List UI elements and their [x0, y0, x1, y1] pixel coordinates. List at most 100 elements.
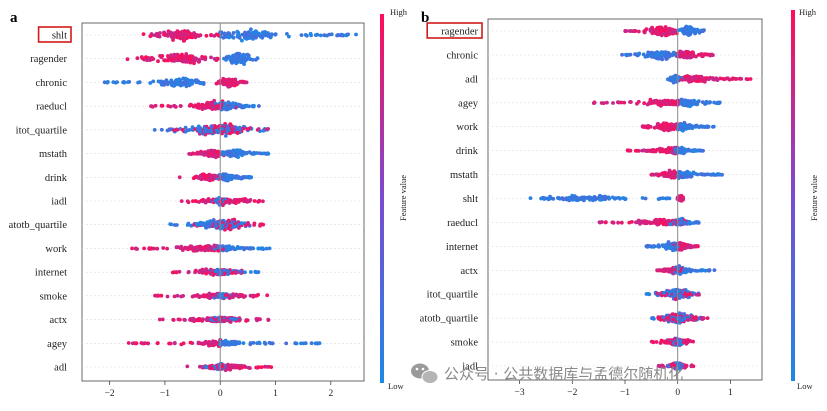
- shap-point: [616, 100, 620, 104]
- shap-point: [156, 33, 160, 37]
- shap-point: [749, 77, 753, 81]
- shap-point: [111, 80, 115, 84]
- shap-point: [253, 222, 257, 226]
- shap-point: [708, 100, 712, 104]
- shap-point: [242, 127, 246, 131]
- x-tick-label: 1: [273, 389, 278, 399]
- shap-point: [191, 125, 195, 129]
- shap-point: [592, 101, 596, 105]
- feature-label-chronic: chronic: [36, 78, 68, 89]
- shap-point: [167, 342, 171, 346]
- shap-point: [175, 245, 179, 249]
- shap-point: [197, 59, 201, 63]
- shap-point: [152, 247, 156, 251]
- feature-label-drink: drink: [456, 146, 479, 157]
- panel-a-plot: shltragenderchronicraeduclitot_quartilem…: [9, 23, 364, 399]
- shap-point: [212, 341, 216, 345]
- shap-point: [196, 151, 200, 155]
- shap-point: [172, 318, 176, 322]
- shap-point: [339, 33, 343, 37]
- shap-point: [175, 223, 179, 227]
- shap-point: [713, 78, 717, 82]
- shap-point: [184, 130, 188, 134]
- shap-point: [330, 32, 334, 36]
- shap-point: [663, 126, 667, 130]
- shap-point: [239, 152, 243, 156]
- shap-point: [260, 223, 264, 227]
- shap-point: [150, 104, 154, 108]
- shap-point: [237, 294, 241, 298]
- x-tick-label: 0: [218, 389, 223, 399]
- shap-point: [214, 318, 218, 322]
- feature-label-mstath: mstath: [450, 170, 479, 181]
- shap-point: [258, 317, 262, 321]
- swarm-raeducl: [149, 99, 261, 112]
- shap-point: [142, 247, 146, 251]
- shap-point: [197, 105, 201, 109]
- shap-point: [642, 101, 646, 105]
- shap-point: [238, 270, 242, 274]
- shap-point: [319, 34, 323, 38]
- swarm-work: [130, 244, 271, 253]
- shap-point: [234, 57, 238, 61]
- shap-point: [229, 150, 233, 154]
- shap-point: [628, 53, 632, 57]
- shap-point: [126, 80, 130, 84]
- shap-point: [235, 174, 239, 178]
- shap-point: [216, 57, 220, 61]
- shap-point: [655, 53, 659, 57]
- shap-point: [134, 341, 138, 345]
- shap-point: [242, 59, 246, 63]
- shap-point: [185, 33, 189, 37]
- shap-point: [724, 77, 728, 81]
- shap-point: [161, 81, 165, 85]
- shap-point: [130, 247, 134, 251]
- shap-point: [197, 125, 201, 129]
- shap-point: [201, 57, 205, 61]
- x-tick-label: −1: [160, 389, 170, 399]
- shap-point: [266, 365, 270, 369]
- shap-point: [702, 28, 706, 32]
- panel-a: a shltragenderchronicraeduclitot_quartil…: [9, 7, 408, 399]
- shap-point: [216, 249, 220, 253]
- shap-point: [662, 32, 666, 36]
- shap-point: [240, 177, 244, 181]
- shap-point: [679, 28, 683, 32]
- shap-point: [245, 200, 249, 204]
- shap-point: [688, 99, 692, 103]
- shap-point: [299, 342, 303, 346]
- swarm-chronic: [620, 50, 715, 62]
- shap-point: [208, 270, 212, 274]
- shap-point: [696, 79, 700, 83]
- shap-point: [634, 149, 638, 153]
- shap-point: [699, 30, 703, 34]
- shap-point: [643, 31, 647, 35]
- swarm-iadl: [180, 196, 265, 207]
- shap-point: [192, 318, 196, 322]
- shap-point: [667, 52, 671, 56]
- shap-point: [247, 33, 251, 37]
- shap-point: [198, 245, 202, 249]
- shap-point: [706, 53, 710, 57]
- shap-point: [661, 101, 665, 105]
- shap-point: [711, 125, 715, 129]
- shap-point: [178, 175, 182, 179]
- shap-point: [253, 199, 257, 203]
- shap-point: [179, 58, 183, 62]
- shap-point: [253, 294, 257, 298]
- shap-point: [221, 176, 225, 180]
- shap-point: [624, 53, 628, 57]
- shap-point: [199, 199, 203, 203]
- shap-point: [237, 319, 241, 323]
- swarm-mstath: [650, 169, 724, 180]
- swarm-agey: [592, 98, 722, 109]
- feature-label-atotb-quartile: atotb_quartile: [9, 220, 68, 231]
- shap-point: [651, 150, 655, 154]
- shap-point: [193, 33, 197, 37]
- shap-point: [126, 57, 130, 61]
- shap-point: [161, 246, 165, 250]
- shap-point: [184, 54, 188, 58]
- shap-point: [225, 55, 229, 59]
- shap-point: [197, 295, 201, 299]
- feature-label-shlt: shlt: [52, 31, 67, 42]
